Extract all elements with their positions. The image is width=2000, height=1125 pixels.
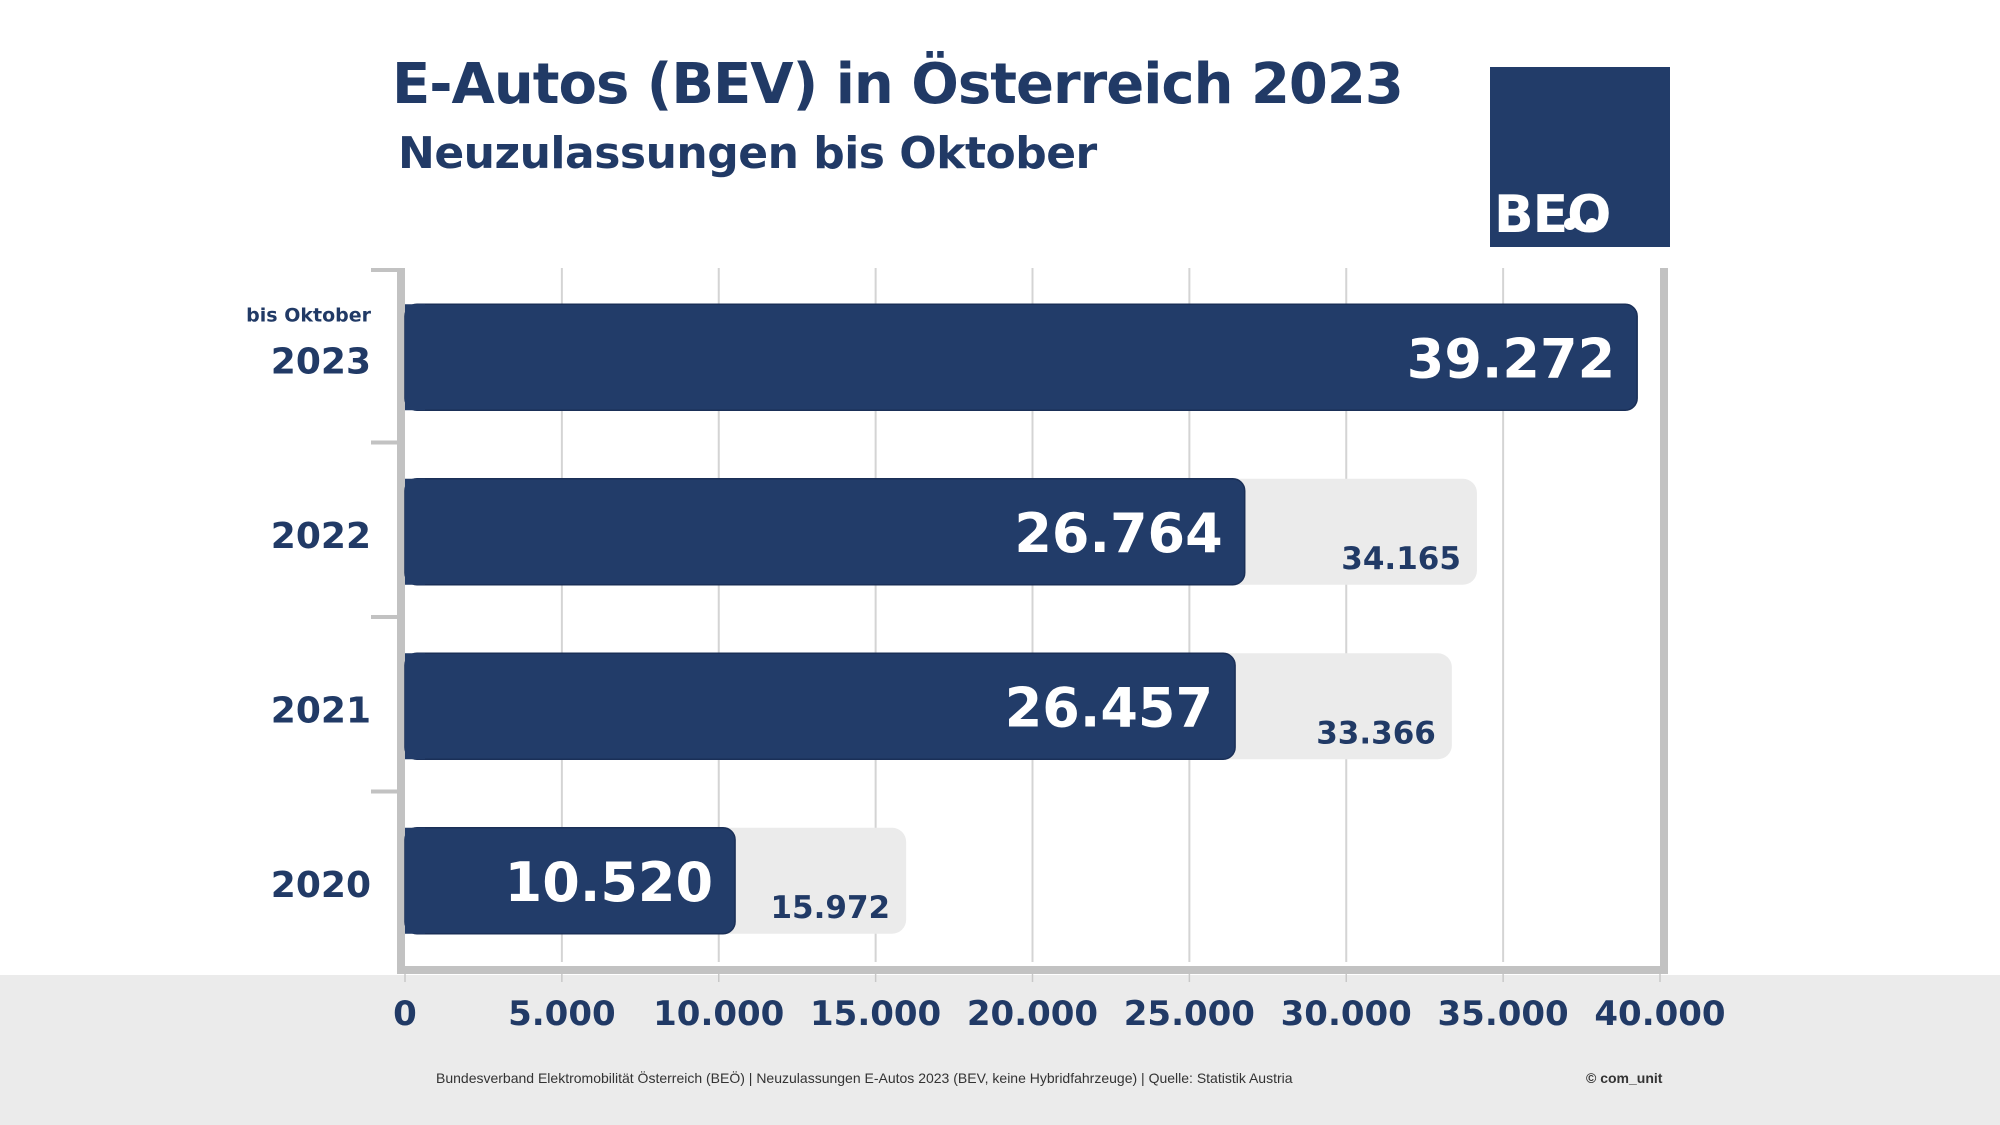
x-tick-label: 10.000 bbox=[653, 994, 784, 1034]
footer-band bbox=[0, 975, 2000, 1125]
y-category-label: 2022 bbox=[271, 516, 371, 557]
y-axis-labels: 2023 bis Oktober 2022 2021 2020 bbox=[246, 304, 371, 906]
x-tick-label: 20.000 bbox=[967, 994, 1098, 1034]
y-tick-mark bbox=[371, 268, 399, 272]
bar-ytd-label: 26.764 bbox=[1014, 502, 1222, 565]
bar-ytd-left bbox=[405, 304, 425, 411]
x-tick-label: 5.000 bbox=[508, 994, 616, 1034]
bar-ytd-left bbox=[405, 478, 425, 585]
footer-source: Bundesverband Elektromobilität Österreic… bbox=[436, 1070, 1293, 1086]
right-frame-line bbox=[1660, 268, 1668, 974]
x-axis-labels: 0 5.000 10.000 15.000 20.000 25.000 30.000 35.0… bbox=[393, 994, 1725, 1034]
x-tick-label: 30.000 bbox=[1281, 994, 1412, 1034]
logo-text: BEO bbox=[1494, 185, 1611, 245]
x-tick-label: 35.000 bbox=[1438, 994, 1569, 1034]
x-tick-label: 25.000 bbox=[1124, 994, 1255, 1034]
bar-ytd-label: 39.272 bbox=[1407, 327, 1615, 390]
x-axis-line bbox=[397, 966, 1668, 974]
y-category-note: bis Oktober bbox=[246, 304, 371, 326]
bar-ytd-left bbox=[405, 827, 425, 934]
x-tick-label: 15.000 bbox=[810, 994, 941, 1034]
bar-total-label: 15.972 bbox=[770, 890, 890, 926]
chart-frame bbox=[371, 268, 1668, 974]
x-tick-label: 40.000 bbox=[1594, 994, 1725, 1034]
bar-total-label: 33.366 bbox=[1316, 715, 1436, 751]
bar-ytd-label: 10.520 bbox=[505, 851, 713, 914]
y-tick-mark bbox=[371, 789, 399, 794]
bar-ytd-left bbox=[405, 653, 425, 760]
y-category-label: 2020 bbox=[271, 865, 371, 906]
y-tick-mark bbox=[371, 615, 399, 619]
bar-ytd-label: 26.457 bbox=[1005, 676, 1213, 739]
bars: 39.272 34.165 26.764 33.366 26.457 15.972 10.5… bbox=[404, 303, 1638, 935]
logo-dot-icon bbox=[1564, 218, 1576, 230]
footer-copyright: © com_unit bbox=[1586, 1070, 1663, 1086]
y-tick-mark bbox=[371, 440, 399, 445]
x-tick-label: 0 bbox=[393, 994, 417, 1034]
chart-subtitle: Neuzulassungen bis Oktober bbox=[398, 128, 1097, 179]
beo-logo: BEO bbox=[1490, 67, 1670, 247]
y-category-label: 2023 bbox=[271, 341, 371, 382]
logo-dot-icon bbox=[1586, 218, 1598, 230]
y-axis-line bbox=[397, 268, 405, 974]
bar-total-label: 34.165 bbox=[1341, 541, 1461, 577]
y-category-label: 2021 bbox=[271, 690, 371, 731]
chart-title: E-Autos (BEV) in Österreich 2023 bbox=[392, 52, 1404, 117]
